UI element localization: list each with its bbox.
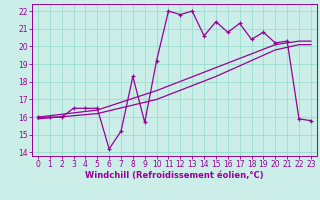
X-axis label: Windchill (Refroidissement éolien,°C): Windchill (Refroidissement éolien,°C)	[85, 171, 264, 180]
